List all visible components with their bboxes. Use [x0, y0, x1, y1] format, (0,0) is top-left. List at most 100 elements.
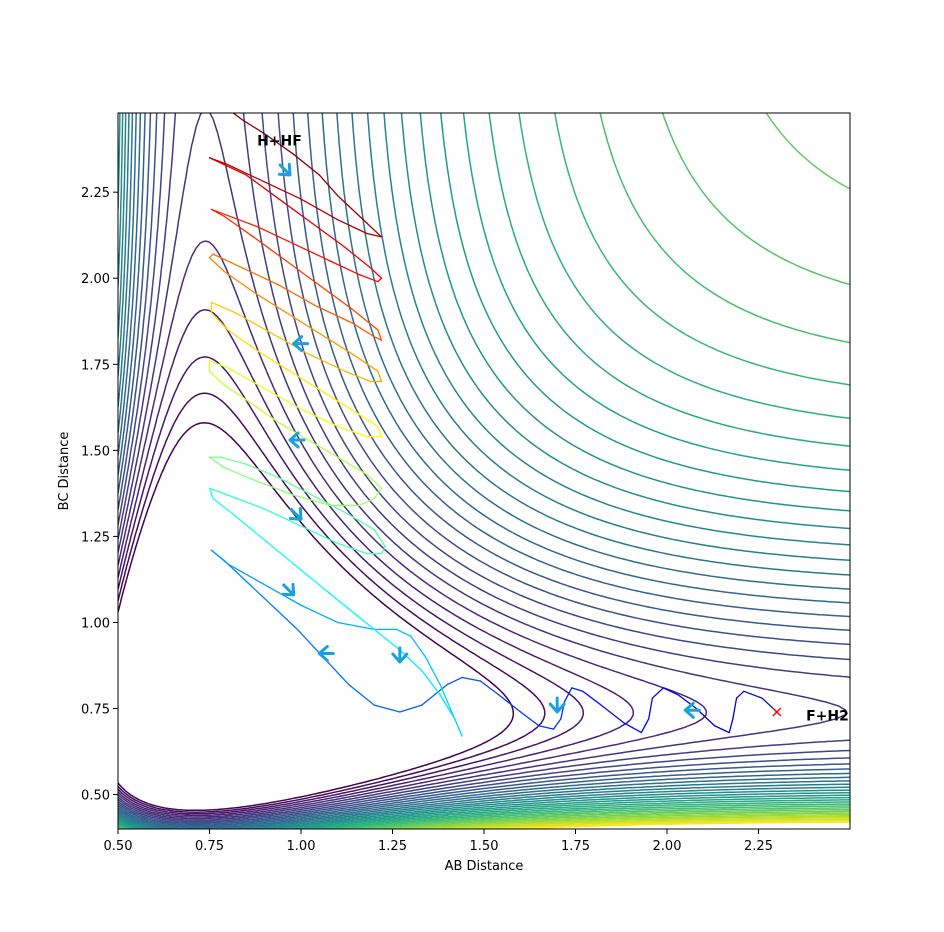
- trajectory-segment: [223, 384, 251, 403]
- trajectory-segment: [311, 494, 346, 513]
- x-tick-label: 2.00: [653, 839, 682, 854]
- trajectory-segment: [732, 697, 738, 720]
- trajectory-segment: [245, 174, 280, 200]
- x-tick-label: 1.75: [561, 839, 590, 854]
- trajectory-segment: [538, 725, 555, 730]
- y-tick-label: 2.00: [81, 272, 110, 287]
- trajectory-segment: [208, 487, 229, 496]
- x-tick-label: 2.25: [744, 839, 773, 854]
- trajectory-segment: [300, 198, 339, 221]
- trajectory-segment: [600, 704, 624, 723]
- trajectory-segment: [307, 439, 339, 458]
- trajectory-segment: [344, 246, 372, 269]
- contour-level: [118, 240, 707, 818]
- contour-level: [118, 308, 635, 817]
- direction-arrow: [277, 162, 292, 177]
- trajectory-segment: [318, 174, 339, 197]
- contour-level: [118, 113, 850, 829]
- trajectory-segment: [446, 676, 463, 686]
- start-marker: [772, 707, 782, 717]
- trajectory-segment: [677, 694, 697, 710]
- trajectory-segment: [373, 336, 383, 341]
- trajectory-segment: [377, 370, 383, 383]
- trajectory-segment: [358, 274, 379, 283]
- trajectory-segment: [336, 621, 375, 630]
- trajectory-segment: [651, 687, 664, 699]
- contour-level: [118, 113, 850, 829]
- direction-arrow: [292, 335, 310, 353]
- trajectory-segment: [743, 690, 763, 699]
- trajectory-segment: [344, 370, 372, 383]
- trajectory-segment: [263, 508, 302, 527]
- x-tick-label: 1.00: [287, 839, 316, 854]
- trajectory-segment: [454, 718, 463, 737]
- trajectory-segment: [278, 477, 313, 496]
- trajectory-segment: [662, 687, 679, 696]
- trajectory-segment: [421, 670, 441, 696]
- trajectory-segment: [256, 225, 295, 245]
- trajectory-segment: [314, 305, 353, 324]
- trajectory-segment: [497, 694, 522, 713]
- trajectory-segment: [380, 546, 386, 555]
- trajectory-segment: [285, 260, 320, 286]
- trajectory-segment: [439, 694, 456, 720]
- trajectory-segment: [347, 608, 375, 630]
- trajectory-segment: [358, 497, 375, 507]
- contour-level: [118, 113, 850, 829]
- direction-arrow: [391, 646, 409, 664]
- trajectory-segment: [373, 628, 401, 651]
- contour-level: [118, 113, 850, 824]
- trajectory-segment: [735, 690, 745, 699]
- trajectory-segment: [582, 690, 602, 706]
- contour-level: [118, 113, 850, 829]
- trajectory-segment: [351, 308, 379, 331]
- contour-level: [118, 356, 585, 815]
- trajectory-segment: [355, 411, 379, 427]
- trajectory-segment: [377, 425, 383, 438]
- x-axis-label: AB Distance: [445, 859, 524, 874]
- trajectory-segment: [234, 312, 273, 334]
- trajectory-segment: [252, 291, 288, 314]
- trajectory-segment: [256, 480, 295, 496]
- trajectory-segment: [241, 119, 266, 135]
- y-tick-label: 1.75: [81, 358, 110, 373]
- trajectory-segment: [210, 549, 229, 565]
- contour-level: [371, 113, 850, 829]
- trajectory-segment: [223, 466, 258, 482]
- trajectory-segment: [210, 301, 236, 314]
- y-tick-label: 0.50: [81, 789, 110, 804]
- trajectory-segment: [208, 253, 214, 259]
- contour-level: [118, 113, 850, 829]
- trajectory-segment: [234, 515, 266, 541]
- y-axis-ticks: 0.50 0.75 1.00 1.25 1.50 1.75 2.00 2.25: [81, 186, 118, 804]
- trajectory-segment: [640, 718, 650, 734]
- trajectory-segment: [293, 243, 331, 262]
- x-tick-label: 0.75: [195, 839, 224, 854]
- trajectory-segment: [216, 160, 247, 176]
- trajectory-segment: [307, 353, 346, 372]
- y-axis-label: BC Distance: [57, 432, 72, 511]
- contour-level: [118, 113, 850, 823]
- contour-level: [118, 113, 850, 829]
- trajectory-segment: [208, 370, 225, 386]
- trajectory-segment: [300, 408, 339, 427]
- trajectory-segment: [369, 267, 383, 279]
- trajectory-segment: [241, 267, 280, 286]
- contour-level: [516, 821, 850, 829]
- trajectory-segment: [208, 360, 229, 369]
- trajectory-segment: [461, 676, 481, 682]
- contour-level: [118, 113, 850, 829]
- trajectory-segment: [271, 604, 298, 630]
- trajectory-segment: [208, 456, 225, 469]
- trajectory-segment: [208, 157, 229, 166]
- trajectory-segment: [336, 542, 368, 555]
- trajectory-segment: [424, 656, 441, 686]
- trajectory-segment: [336, 194, 368, 224]
- trajectory-segment: [263, 387, 302, 410]
- trajectory-segment: [563, 687, 573, 703]
- direction-arrow: [288, 431, 306, 449]
- trajectory-segment: [351, 353, 379, 372]
- plot-frame: [117, 112, 851, 830]
- trajectory-segment: [336, 425, 368, 438]
- trajectory-segment: [278, 198, 313, 224]
